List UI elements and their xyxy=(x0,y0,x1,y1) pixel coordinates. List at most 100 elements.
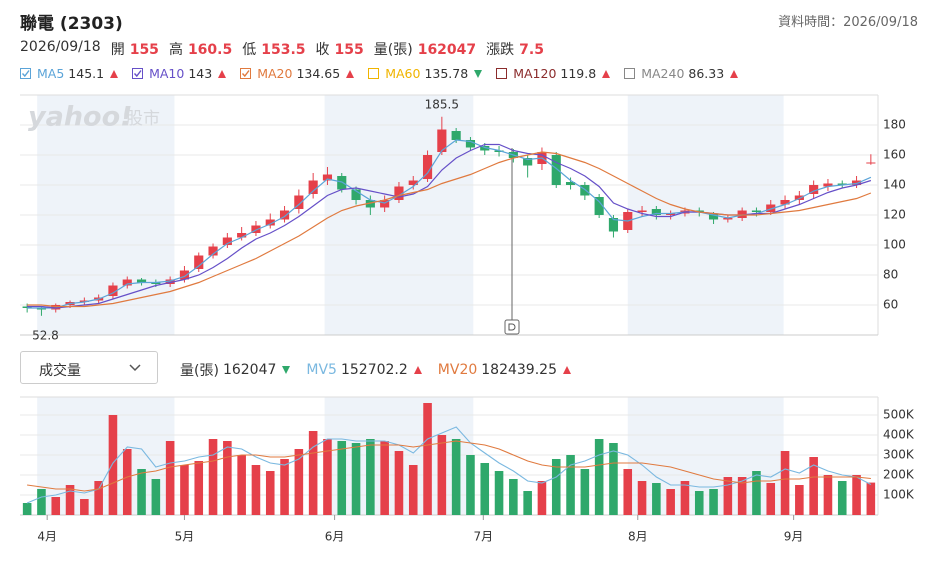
volume-bar xyxy=(795,485,804,515)
legend-item[interactable]: MA5 145.1 xyxy=(20,66,119,81)
volume-bar xyxy=(780,451,790,515)
volume-bar xyxy=(294,449,304,515)
indicator-select[interactable]: 成交量 xyxy=(20,351,158,384)
volume-bar xyxy=(94,481,103,515)
volume-bar xyxy=(208,439,218,515)
quote-value: 7.5 xyxy=(519,42,544,58)
candle-body xyxy=(179,270,190,280)
volume-bar xyxy=(151,479,161,515)
legend-value: 143 xyxy=(188,66,213,81)
candle-body xyxy=(65,302,75,305)
month-band xyxy=(627,397,784,515)
candle-body xyxy=(279,210,290,220)
candle-body xyxy=(94,297,104,301)
volume-bar xyxy=(437,435,447,515)
y-tick-label: 500K xyxy=(883,408,915,422)
quote-label: 收 xyxy=(315,42,330,58)
trend-icon xyxy=(218,69,227,78)
legend-value: 135.78 xyxy=(424,66,469,81)
quote-value: 155 xyxy=(334,42,364,58)
candle-body xyxy=(666,213,676,215)
legend-item: MV5 152702.2 xyxy=(306,362,422,378)
candle-body xyxy=(451,131,461,140)
volume-bar xyxy=(180,465,189,515)
trend-icon xyxy=(110,69,119,78)
volume-bar xyxy=(523,491,532,515)
y-tick-label: 140 xyxy=(883,178,906,192)
legend-value: 182439.25 xyxy=(481,362,557,378)
legend-item[interactable]: MA240 86.33 xyxy=(624,66,739,81)
quote-label: 低 xyxy=(242,42,257,58)
y-tick-label: 180 xyxy=(883,118,906,132)
legend-item[interactable]: MA20 134.65 xyxy=(240,66,355,81)
candle-body xyxy=(151,282,161,284)
candle-body xyxy=(36,308,47,310)
volume-bar xyxy=(709,489,718,515)
volume-bar xyxy=(337,441,347,515)
volume-bar xyxy=(680,481,690,515)
month-band xyxy=(37,397,175,515)
candle-body xyxy=(480,146,490,151)
candle-body xyxy=(465,140,476,148)
volume-bar xyxy=(866,482,876,515)
volume-bar xyxy=(423,403,432,515)
month-band xyxy=(324,95,474,335)
data-time: 資料時間：2026/09/18 xyxy=(778,15,918,30)
volume-bar xyxy=(251,465,261,515)
legend-name: MA10 xyxy=(149,66,185,81)
candle-body xyxy=(766,204,776,212)
trend-icon xyxy=(562,366,571,374)
volume-bar xyxy=(65,485,75,515)
candle-body xyxy=(623,212,633,230)
candle-body xyxy=(322,174,333,181)
volume-bar xyxy=(80,499,89,515)
mv-line xyxy=(26,426,872,504)
max-label: 185.5 xyxy=(425,97,459,111)
volume-bar xyxy=(609,443,618,515)
legend-name: MV20 xyxy=(437,362,478,378)
volume-bar xyxy=(809,457,818,515)
quote-row: 2026/09/18 開 155 高 160.5 低 153.5 收 155 量(張) 162047… xyxy=(20,39,544,59)
candle-body xyxy=(308,180,318,194)
candle-body xyxy=(694,210,704,212)
candle-body xyxy=(809,185,819,194)
y-tick-label: 80 xyxy=(883,268,898,282)
candle-body xyxy=(608,218,619,232)
y-tick-label: 200K xyxy=(883,468,915,482)
y-tick-label: 120 xyxy=(883,208,906,222)
check xyxy=(134,70,142,78)
month-band xyxy=(627,95,784,335)
volume-bar xyxy=(137,469,146,515)
watermark-brand: yahoo! xyxy=(28,102,132,133)
volume-bar xyxy=(666,489,675,515)
volume-bar xyxy=(22,503,32,515)
volume-legend: 量(張) 162047 MV5 152702.2 MV20 182439.25 xyxy=(180,360,571,380)
ma-legend: MA5 145.1 MA10 143 MA20 134.65 MA60 135.78 MA120… xyxy=(20,66,739,81)
trend-icon xyxy=(730,69,739,78)
legend-item[interactable]: MA120 119.8 xyxy=(496,66,611,81)
ma-line xyxy=(27,139,872,309)
volume-bar xyxy=(766,483,776,515)
legend-checkbox xyxy=(240,68,252,79)
quote-item: 收 155 xyxy=(316,39,364,59)
candle-body xyxy=(837,183,847,185)
ma-line xyxy=(27,143,872,309)
candle-body xyxy=(22,306,32,308)
volume-bar xyxy=(837,481,847,515)
volume-bar xyxy=(509,479,518,515)
quote-item: 開 155 xyxy=(111,39,159,59)
legend-item[interactable]: MA10 143 xyxy=(132,66,227,81)
volume-bar xyxy=(394,451,404,515)
candle-body xyxy=(680,210,690,214)
candle-body xyxy=(136,279,147,283)
candle-body xyxy=(851,180,862,185)
volume-bar xyxy=(223,441,232,515)
stock-title: 聯電 (2303) xyxy=(20,14,123,34)
legend-item[interactable]: MA60 135.78 xyxy=(368,66,483,81)
legend-name: MV5 xyxy=(306,362,337,378)
candle-body xyxy=(751,210,762,212)
quote-label: 量(張) xyxy=(373,42,413,58)
volume-bar xyxy=(108,415,118,515)
ma-line xyxy=(27,151,872,308)
